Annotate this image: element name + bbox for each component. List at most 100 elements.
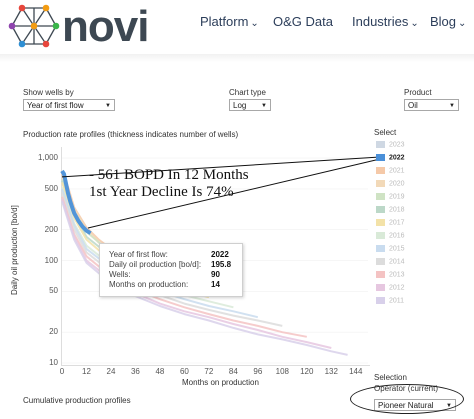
legend-swatch bbox=[376, 297, 385, 304]
product-label: Product bbox=[404, 88, 432, 97]
site-header: novi Platform ⌄ O&G Data Industries ⌄ Blog… bbox=[0, 0, 474, 54]
annotation-arrow-line bbox=[61, 156, 381, 178]
legend-swatch bbox=[376, 180, 385, 187]
legend-item-2015[interactable]: 2015 bbox=[376, 245, 405, 255]
y-tick-label: 500 bbox=[44, 183, 58, 193]
chevron-down-icon: ⌄ bbox=[458, 18, 467, 29]
dropdown-arrow-icon: ▼ bbox=[105, 103, 111, 109]
legend-item-2019[interactable]: 2019 bbox=[376, 193, 405, 203]
legend-label: 2013 bbox=[389, 271, 405, 279]
nav-platform-label: Platform bbox=[200, 14, 249, 29]
legend-title: Select bbox=[374, 128, 397, 137]
legend-swatch bbox=[376, 258, 385, 265]
legend-item-2022[interactable]: 2022 bbox=[376, 154, 405, 164]
tooltip-value: 90 bbox=[211, 270, 220, 279]
chart-type-label: Chart type bbox=[229, 88, 266, 97]
chevron-down-icon: ⌄ bbox=[250, 18, 259, 29]
nav-blog-label: Blog bbox=[430, 14, 457, 29]
chart-type-select[interactable]: Log ▼ bbox=[229, 99, 271, 111]
legend-item-2021[interactable]: 2021 bbox=[376, 167, 405, 177]
legend-swatch bbox=[376, 245, 385, 252]
legend-label: 2018 bbox=[389, 206, 405, 214]
series-line-2022[interactable] bbox=[60, 169, 92, 235]
dropdown-arrow-icon: ▼ bbox=[449, 103, 455, 109]
tooltip-label: Daily oil production [bo/d]: bbox=[109, 260, 202, 269]
highlight-ellipse bbox=[350, 384, 464, 414]
x-tick-label: 144 bbox=[349, 367, 363, 376]
novi-logo-icon[interactable] bbox=[8, 4, 60, 50]
tooltip-value: 14 bbox=[211, 280, 220, 289]
legend-item-2017[interactable]: 2017 bbox=[376, 219, 405, 229]
show-wells-by-label: Show wells by bbox=[23, 88, 74, 97]
y-tick-label: 100 bbox=[44, 255, 58, 265]
legend-label: 2016 bbox=[389, 232, 405, 240]
legend-item-2014[interactable]: 2014 bbox=[376, 258, 405, 268]
tooltip-label: Wells: bbox=[109, 270, 131, 279]
chart-type-value: Log bbox=[233, 101, 247, 110]
x-tick-label: 84 bbox=[228, 367, 238, 376]
legend-swatch bbox=[376, 232, 385, 239]
x-tick-label: 12 bbox=[82, 367, 91, 376]
nav-platform[interactable]: Platform ⌄ bbox=[200, 14, 259, 29]
x-tick-label: 120 bbox=[300, 367, 314, 376]
legend-label: 2011 bbox=[389, 297, 405, 305]
legend-swatch bbox=[376, 206, 385, 213]
product-select[interactable]: Oil ▼ bbox=[404, 99, 459, 111]
annotation-arrow-line bbox=[87, 158, 381, 229]
x-tick-label: 24 bbox=[106, 367, 116, 376]
x-tick-label: 48 bbox=[155, 367, 165, 376]
x-tick-label: 60 bbox=[179, 367, 189, 376]
x-tick-label: 96 bbox=[253, 367, 263, 376]
tooltip-row-months: Months on production: bbox=[109, 280, 188, 290]
product-value: Oil bbox=[408, 101, 418, 110]
nav-og-data[interactable]: O&G Data bbox=[273, 14, 333, 29]
legend-item-2018[interactable]: 2018 bbox=[376, 206, 405, 216]
cumulative-chart-title: Cumulative production profiles bbox=[23, 396, 131, 405]
legend-swatch bbox=[376, 193, 385, 200]
legend-item-2013[interactable]: 2013 bbox=[376, 271, 405, 281]
chart-title: Production rate profiles (thickness indi… bbox=[23, 130, 239, 139]
tooltip-row-production: Daily oil production [bo/d]: bbox=[109, 260, 201, 270]
annotation-decline-amount: - 561 BOPD In 12 Months bbox=[89, 167, 249, 183]
legend-item-2012[interactable]: 2012 bbox=[376, 284, 405, 294]
nav-blog[interactable]: Blog ⌄ bbox=[430, 14, 466, 29]
nav-industries[interactable]: Industries ⌄ bbox=[352, 14, 419, 29]
legend-item-2023[interactable]: 2023 bbox=[376, 141, 405, 151]
x-tick-label: 36 bbox=[130, 367, 140, 376]
legend-swatch bbox=[376, 219, 385, 226]
series-line-2011[interactable] bbox=[61, 200, 348, 356]
legend-label: 2017 bbox=[389, 219, 405, 227]
legend-item-2011[interactable]: 2011 bbox=[376, 297, 404, 307]
x-tick-label: 132 bbox=[324, 367, 338, 376]
y-tick-label: 1,000 bbox=[37, 153, 58, 163]
selection-title: Selection bbox=[374, 373, 407, 382]
legend-item-2016[interactable]: 2016 bbox=[376, 232, 405, 242]
y-tick-label: 10 bbox=[49, 358, 58, 367]
legend-swatch bbox=[376, 271, 385, 278]
legend-item-2020[interactable]: 2020 bbox=[376, 180, 405, 190]
tooltip-row-year: Year of first flow: bbox=[109, 250, 168, 260]
x-tick-label: 72 bbox=[204, 367, 214, 376]
header-divider bbox=[0, 54, 474, 62]
annotation-decline-percent: 1st Year Decline Is 74% bbox=[89, 184, 234, 200]
chart-tooltip: Year of first flow: 2022 Daily oil produ… bbox=[99, 243, 243, 297]
x-tick-label: 0 bbox=[59, 367, 65, 376]
legend-label: 2014 bbox=[389, 258, 405, 266]
nav-industries-label: Industries bbox=[352, 14, 409, 29]
tooltip-row-wells: Wells: bbox=[109, 270, 131, 280]
legend-label: 2021 bbox=[389, 167, 405, 175]
show-wells-by-select[interactable]: Year of first flow ▼ bbox=[23, 99, 115, 111]
legend-label: 2022 bbox=[389, 154, 405, 162]
dropdown-arrow-icon: ▼ bbox=[261, 103, 267, 109]
legend-swatch bbox=[376, 141, 385, 148]
logo-text[interactable]: novi bbox=[62, 2, 149, 51]
chevron-down-icon: ⌄ bbox=[410, 18, 419, 29]
series-line-2012[interactable] bbox=[61, 198, 332, 349]
nav-og-data-label: O&G Data bbox=[273, 14, 333, 29]
tooltip-label: Year of first flow: bbox=[109, 250, 168, 259]
x-tick-label: 108 bbox=[275, 367, 289, 376]
tooltip-label: Months on production: bbox=[109, 280, 189, 289]
legend-swatch bbox=[376, 167, 385, 174]
tooltip-value: 195.8 bbox=[211, 260, 232, 269]
series-line-2013[interactable] bbox=[61, 196, 307, 338]
